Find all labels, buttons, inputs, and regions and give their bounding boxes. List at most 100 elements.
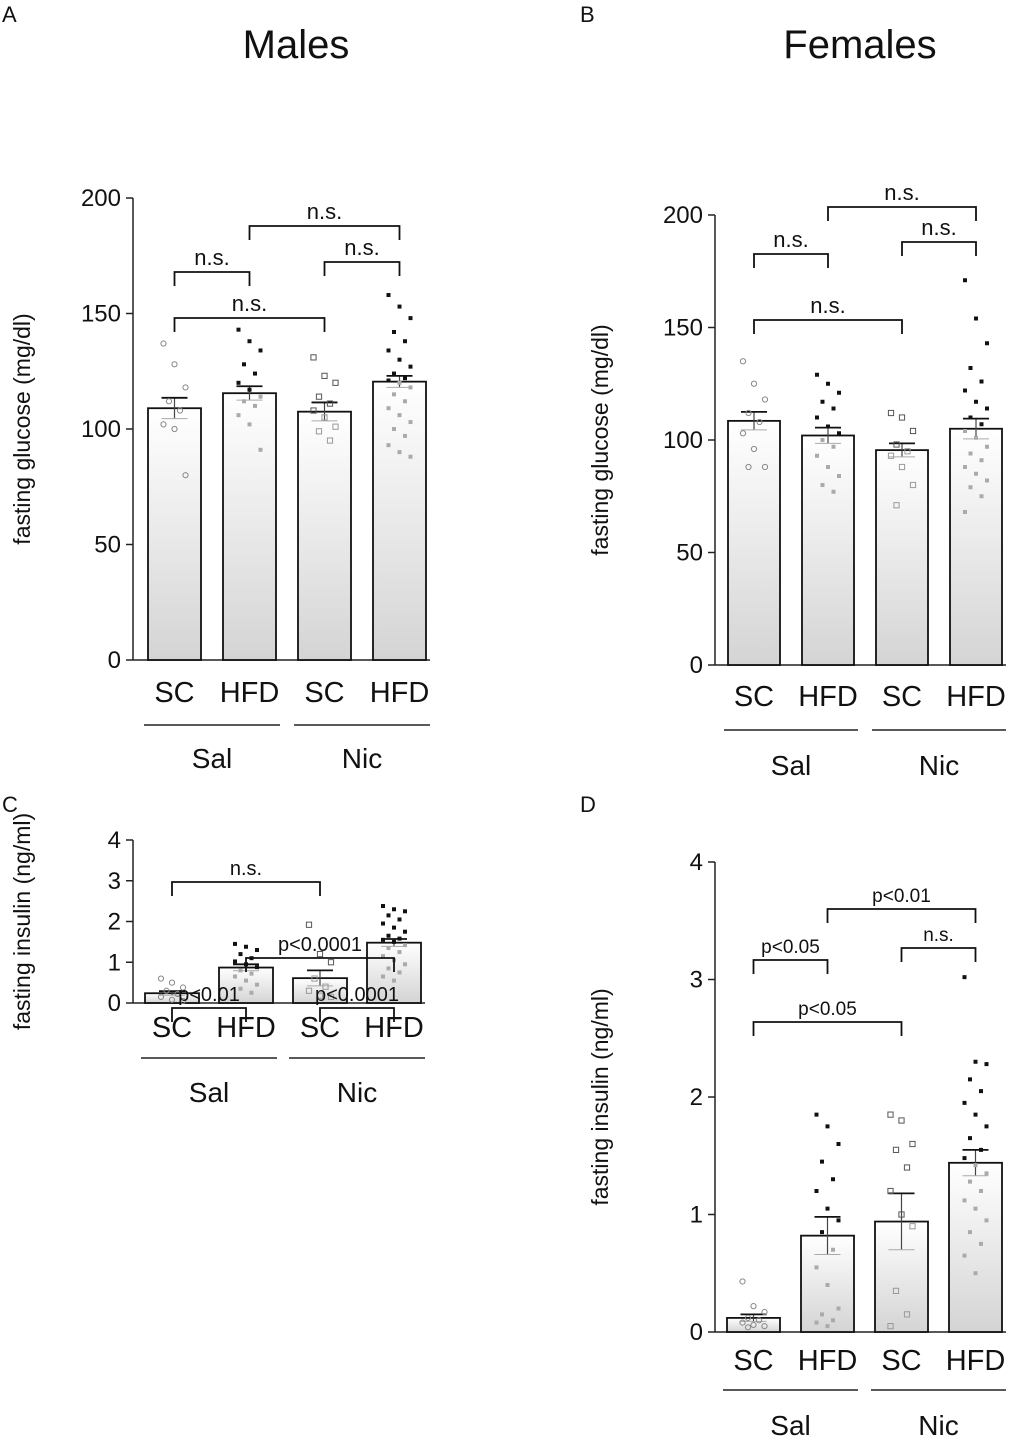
significance-bracket — [171, 881, 321, 896]
data-point — [242, 399, 246, 404]
data-point — [386, 945, 391, 950]
bar — [222, 392, 277, 661]
data-point — [238, 968, 243, 973]
significance-bracket — [827, 206, 977, 221]
data-point — [836, 1218, 841, 1223]
data-point — [898, 1211, 905, 1218]
data-point — [332, 423, 339, 430]
data-point — [745, 409, 752, 417]
data-point — [310, 354, 317, 361]
data-point — [973, 1206, 978, 1211]
data-point — [182, 472, 189, 479]
column-title-females: Females — [783, 23, 936, 67]
data-point — [836, 1142, 841, 1146]
x-category-label: SC — [882, 681, 922, 713]
data-point — [326, 400, 334, 407]
data-point — [739, 430, 747, 437]
data-point — [160, 340, 167, 347]
significance-label: n.s. — [232, 291, 267, 316]
significance-bracket — [753, 319, 903, 334]
data-point — [255, 965, 259, 970]
y-axis-label: fasting glucose (mg/dl) — [9, 313, 35, 544]
data-point — [253, 403, 257, 408]
data-point — [979, 379, 984, 384]
data-point — [403, 962, 407, 967]
data-point — [968, 1077, 972, 1082]
panel-letter-c: C — [2, 792, 18, 817]
data-point — [761, 1308, 768, 1316]
x-category-label: SC — [154, 677, 194, 709]
data-point — [386, 933, 391, 938]
data-point — [247, 339, 252, 344]
x-category-label: HFD — [798, 1345, 858, 1377]
data-point — [973, 1163, 978, 1168]
data-point — [739, 358, 747, 365]
data-point — [820, 1312, 824, 1317]
data-point — [831, 1177, 835, 1182]
significance-bracket — [752, 959, 829, 974]
data-point — [756, 418, 763, 426]
data-point — [258, 447, 263, 452]
data-point — [316, 992, 324, 999]
data-point — [963, 429, 967, 433]
data-point — [244, 978, 248, 983]
y-tick-label: 3 — [108, 868, 121, 895]
data-point — [974, 399, 978, 404]
data-point — [898, 1117, 905, 1124]
data-point — [904, 448, 911, 455]
data-point — [963, 465, 967, 469]
bar — [372, 380, 427, 661]
bar — [297, 410, 352, 661]
data-point — [814, 1320, 819, 1325]
data-point — [392, 392, 396, 397]
significance-label: n.s. — [194, 245, 229, 270]
data-point — [887, 1187, 894, 1195]
data-point — [386, 293, 391, 298]
significance-bracket — [826, 908, 977, 923]
data-point — [332, 379, 339, 386]
data-point — [887, 1111, 894, 1118]
data-point — [315, 393, 323, 400]
data-point — [903, 1164, 911, 1171]
data-point — [322, 983, 329, 990]
data-point — [826, 465, 830, 469]
group-label: Sal — [192, 743, 232, 774]
data-point — [974, 471, 978, 476]
data-point — [820, 483, 825, 487]
data-point — [893, 502, 900, 509]
column-title-males: Males — [243, 23, 350, 67]
data-point — [820, 1230, 824, 1235]
data-point — [837, 474, 841, 478]
y-tick-label: 0 — [690, 1319, 703, 1346]
data-point — [403, 399, 407, 404]
y-tick-label: 4 — [690, 849, 703, 876]
data-point — [979, 1241, 983, 1246]
significance-label: n.s. — [230, 858, 262, 880]
data-point — [381, 921, 385, 926]
data-point — [386, 406, 391, 411]
data-point — [887, 409, 895, 417]
group-label: Nic — [337, 1077, 377, 1108]
data-point — [745, 463, 752, 471]
data-point — [321, 414, 328, 421]
panel-letter-a: A — [2, 2, 17, 27]
significance-label: n.s. — [810, 293, 845, 318]
y-tick-label: 100 — [663, 427, 703, 454]
data-point — [979, 458, 984, 463]
y-axis-label: fasting insulin (ng/ml) — [9, 813, 35, 1030]
data-point — [761, 1323, 768, 1330]
data-point — [397, 936, 402, 941]
data-point — [979, 494, 984, 499]
data-point — [825, 1124, 830, 1129]
data-point — [962, 1156, 967, 1161]
data-point — [326, 437, 334, 444]
data-point — [968, 485, 973, 490]
data-point — [381, 904, 385, 909]
data-point — [311, 975, 318, 982]
data-point — [253, 371, 257, 376]
data-point — [744, 1324, 752, 1331]
data-point — [236, 413, 241, 418]
data-point — [392, 978, 396, 983]
data-point — [984, 1171, 989, 1176]
x-category-label: SC — [304, 677, 344, 709]
